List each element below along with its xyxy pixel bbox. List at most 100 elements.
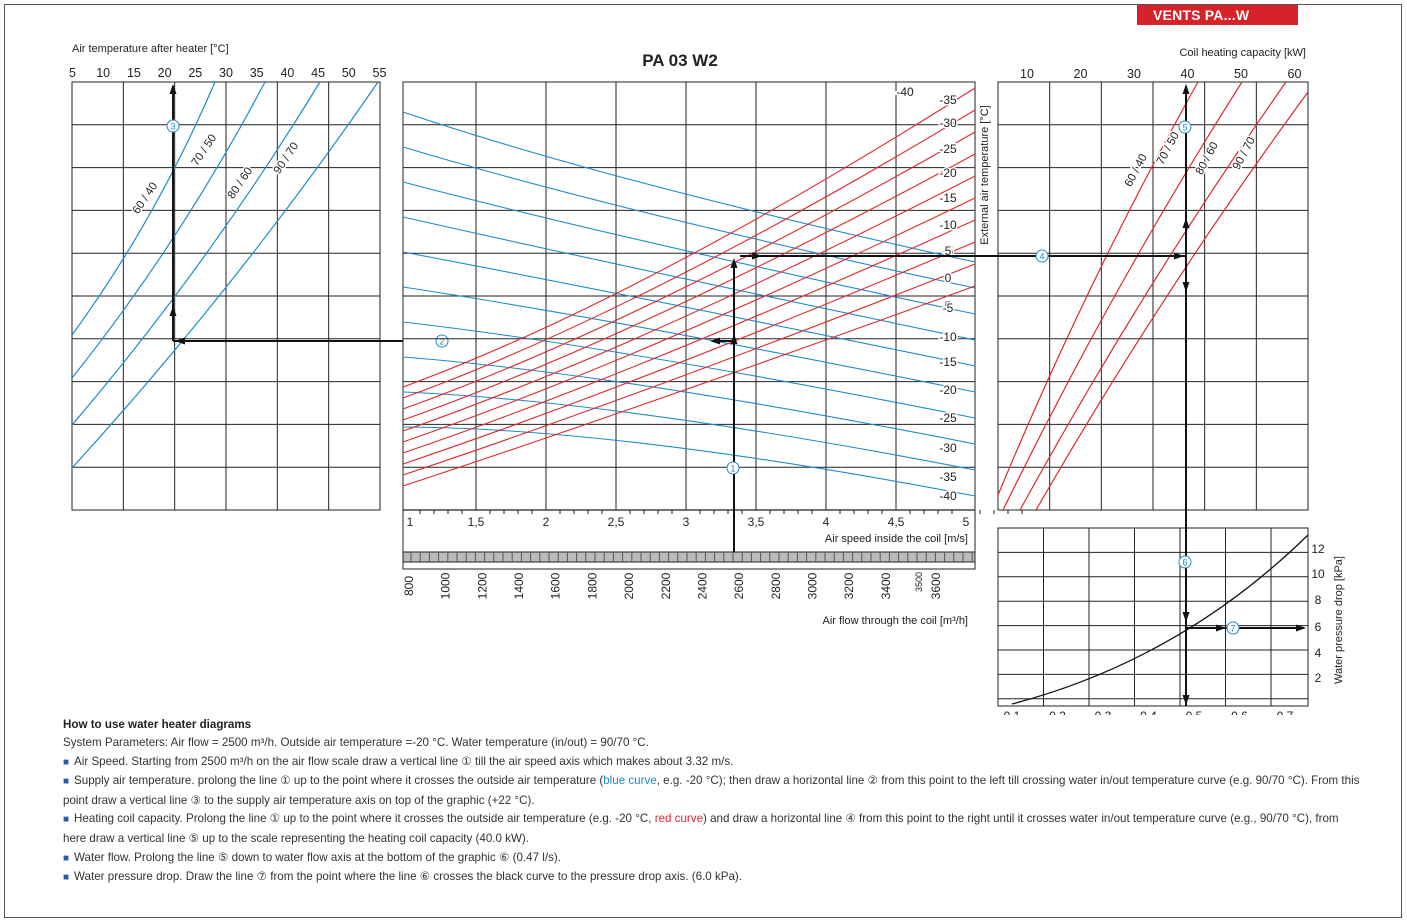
bullet-icon: ■ [63, 852, 70, 864]
bullet-icon: ■ [63, 814, 70, 826]
left-tick: 30 [219, 66, 233, 80]
right-tick: 40 [1181, 67, 1195, 81]
red-temp-label: 0 [945, 271, 952, 285]
left-curve-label: 70 / 50 [190, 132, 220, 168]
blue-temp-label: -5 [943, 301, 954, 315]
red-temp-label: -25 [939, 142, 957, 156]
blue-curve [402, 391, 976, 471]
flow-tick: 3600 [929, 572, 943, 599]
step-supply-temp: ■ Supply air temperature. prolong the lin… [63, 774, 1360, 807]
pressure-y-tick: 6 [1315, 620, 1322, 634]
blue-temp-label: -10 [939, 330, 957, 344]
red-curve [402, 219, 976, 454]
red-temp-label: -15 [939, 191, 957, 205]
arrow-2b [710, 337, 720, 345]
bullet-icon: ■ [63, 776, 70, 788]
flow-tick: 1800 [585, 572, 599, 599]
speed-tick: 1,5 [468, 515, 485, 529]
step-air-speed: ■ Air Speed. Starting from 2500 m³/h on t… [63, 754, 734, 768]
pressure-panel-frame [997, 527, 1309, 707]
red-curve [402, 175, 976, 432]
flow-label: Air flow through the coil [m³/h] [822, 615, 968, 627]
arrow-7 [1296, 624, 1306, 632]
right-tick: 20 [1074, 67, 1088, 81]
blue-temp-label: 0 [945, 271, 952, 285]
right-curve-label: 70 / 50 [1155, 130, 1182, 167]
bullet-icon: ■ [63, 756, 70, 768]
red-temp-label: -10 [939, 218, 957, 232]
pressure-curve [1011, 534, 1309, 705]
brand-badge: VENTS PA...W [1137, 5, 1298, 25]
right-curve-label: 60 / 40 [1123, 152, 1150, 189]
marker-3-label: 3 [170, 122, 175, 132]
marker-5 [1178, 120, 1192, 134]
flow-tick: 2600 [732, 572, 746, 599]
pressure-y-tick: 8 [1315, 593, 1322, 607]
left-curve-2 [71, 81, 266, 379]
speed-tick: 5 [963, 515, 970, 529]
instructions-heading: How to use water heater diagrams [63, 718, 252, 731]
left-curve-label: 80 / 60 [226, 165, 256, 201]
blue-temp-label: -35 [939, 470, 957, 484]
flow-tick: 3200 [842, 572, 856, 599]
blue-curve [402, 356, 976, 445]
marker-4 [1035, 249, 1049, 263]
pressure-x-tick: 0,6 [1231, 709, 1248, 715]
arrow-2 [175, 337, 185, 345]
pressure-x-tick: 0,3 [1095, 709, 1112, 715]
blue-curve [402, 251, 976, 367]
flow-scale-bar [402, 551, 976, 563]
flow-tick: 3400 [879, 572, 893, 599]
marker-7-label: 7 [1230, 624, 1235, 634]
heater-diagram: PA 03 W2 Air temperature after heater [°C… [69, 43, 1345, 715]
pressure-x-tick: 0,4 [1140, 709, 1157, 715]
step-capacity: ■ Heating coil capacity. Prolong the line… [63, 812, 1339, 845]
red-temp-label: 5 [945, 299, 952, 313]
left-curve-label: 90 / 70 [272, 140, 302, 176]
speed-tick: 3,5 [748, 515, 765, 529]
marker-7 [1226, 621, 1240, 635]
left-curve-4 [71, 81, 379, 469]
right-tick: 60 [1288, 67, 1302, 81]
flow-tick: 3000 [805, 572, 819, 599]
left-tick: 35 [250, 66, 264, 80]
page-frame [4, 4, 1402, 918]
marker-2 [435, 334, 449, 348]
left-xlabel: Air temperature after heater [°C] [72, 43, 229, 55]
red-curve [402, 197, 976, 443]
pressure-y-tick: 12 [1311, 542, 1325, 556]
instructions: How to use water heater diagrams System … [63, 716, 1363, 888]
blue-temp-label: 5 [945, 244, 952, 258]
marker-6-label: 6 [1182, 558, 1187, 568]
arrow-4b [1174, 252, 1184, 260]
arrow-4a [752, 252, 762, 260]
speed-tick: 1 [407, 515, 414, 529]
flow-tick: 1600 [549, 572, 563, 599]
bullet-icon: ■ [63, 872, 70, 884]
blue-curve [402, 426, 976, 497]
red-curve [402, 131, 976, 410]
ext-temp-label: External air temperature [°C] [979, 105, 991, 245]
marker-3 [166, 119, 180, 133]
speed-tick: 2,5 [608, 515, 625, 529]
red-curve [402, 109, 976, 399]
red-temp-label: -40 [896, 85, 914, 99]
red-temp-label: -30 [939, 116, 957, 130]
pressure-y-tick: 4 [1315, 646, 1322, 660]
pressure-x-tick: 0,1 [1004, 709, 1021, 715]
pressure-y-tick: 10 [1311, 567, 1325, 581]
blue-curve [402, 146, 976, 289]
pressure-y-tick: 2 [1315, 671, 1322, 685]
blue-temp-label: -40 [939, 489, 957, 503]
right-curve-2 [1002, 81, 1243, 511]
arrow-5b [1182, 218, 1190, 228]
left-tick: 40 [280, 66, 294, 80]
step-pressure-drop: ■ Water pressure drop. Draw the line ⑦ fr… [63, 870, 743, 884]
red-temp-label: -35 [939, 93, 957, 107]
arrow-6a [1182, 282, 1190, 292]
right-tick: 10 [1020, 67, 1034, 81]
blue-curve [402, 111, 976, 263]
left-curve-3 [71, 81, 321, 426]
left-curve-1 [71, 81, 216, 336]
arrow-6b [1182, 612, 1190, 622]
